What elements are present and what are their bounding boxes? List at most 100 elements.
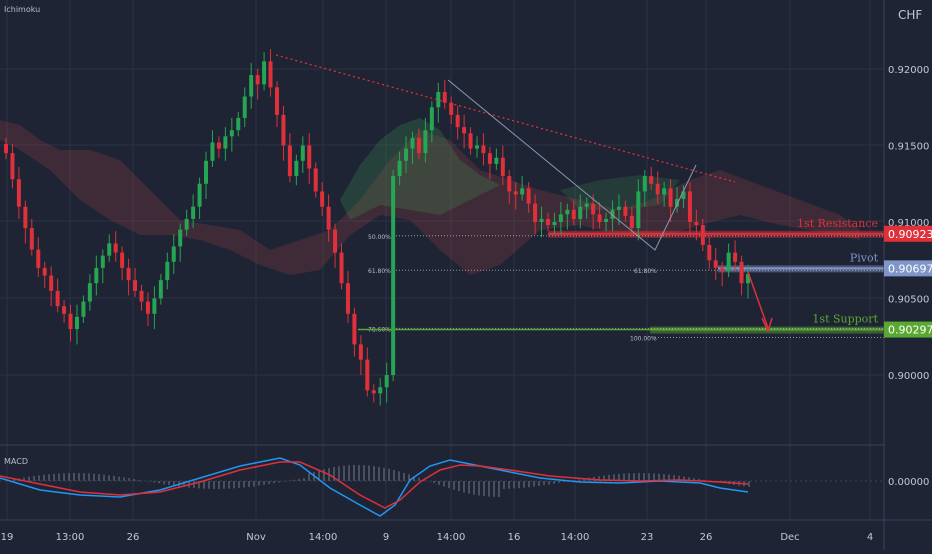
- candle-body: [662, 188, 667, 195]
- candle-body: [42, 267, 47, 276]
- candle-body: [333, 229, 338, 253]
- candle-body: [113, 243, 118, 253]
- candle-body: [442, 91, 447, 103]
- candle-body: [726, 252, 731, 271]
- candle-body: [655, 183, 660, 195]
- price-tick-label: 0.92000: [888, 65, 929, 76]
- candle-body: [558, 214, 563, 222]
- price-tick-label: 0.90500: [888, 295, 929, 306]
- price-badge: [884, 260, 932, 277]
- candle-body: [507, 176, 512, 192]
- candle-body: [216, 142, 221, 149]
- candle-body: [649, 176, 654, 184]
- candle-body: [533, 203, 538, 222]
- candle-body: [81, 301, 86, 317]
- macd-line: [0, 457, 749, 517]
- pattern-lines: [447, 79, 697, 251]
- candle-body: [326, 206, 331, 230]
- macd-zero-label: 0.00000: [888, 477, 929, 488]
- price-badge: [884, 321, 932, 338]
- price-axis[interactable]: 0.92000 0.91500 0.91000 0.90500 0.90000 0.000…: [888, 65, 929, 488]
- candle-body: [539, 218, 544, 222]
- candle-body: [345, 283, 350, 314]
- candle-body: [397, 160, 402, 177]
- candle-body: [675, 199, 680, 207]
- candle-body: [287, 145, 292, 177]
- pivot-line-label: Pivot: [850, 251, 879, 264]
- candle-body: [204, 160, 209, 184]
- time-tick-label: 19: [1, 532, 14, 543]
- candle-body: [249, 75, 254, 97]
- candle-body: [152, 298, 157, 314]
- candle-body: [352, 313, 357, 345]
- candle-body: [307, 145, 312, 169]
- candle-body: [10, 153, 15, 180]
- candle-body: [62, 306, 67, 314]
- candle-body: [358, 344, 363, 360]
- candle-body: [29, 228, 34, 250]
- candle-body: [733, 252, 738, 262]
- time-tick-label: 26: [127, 532, 140, 543]
- candle-body: [171, 246, 176, 262]
- candle-body: [468, 133, 473, 149]
- candle-body: [636, 191, 641, 229]
- indicator-label[interactable]: Ichimoku: [4, 5, 40, 14]
- candle-body: [165, 261, 170, 281]
- candle-body: [100, 255, 105, 268]
- fib-label: 61.80%: [634, 268, 657, 275]
- candle-body: [436, 91, 441, 108]
- candle-body: [378, 387, 383, 394]
- fibonacci-levels: 50.00%61.80%61.80%78.60%100.00%: [358, 234, 884, 343]
- fib-label: 50.00%: [368, 234, 391, 241]
- time-tick-label: 14:00: [309, 532, 338, 543]
- candle-body: [107, 243, 112, 256]
- candle-body: [268, 61, 273, 88]
- macd-signal-line: [0, 461, 749, 509]
- candle-body: [139, 290, 144, 302]
- candle-body: [320, 191, 325, 207]
- fib-label: 100.00%: [630, 336, 657, 343]
- candle-body: [629, 215, 634, 229]
- candle-body: [462, 127, 467, 134]
- candle-body: [262, 61, 267, 85]
- candle-body: [178, 229, 183, 247]
- projection-arrow-head: [761, 317, 773, 334]
- macd-panel: [0, 457, 884, 517]
- candle-body: [274, 87, 279, 115]
- candle-body: [294, 160, 299, 177]
- candle-body: [68, 313, 73, 330]
- candle-body: [126, 267, 131, 281]
- candle-body: [526, 188, 531, 204]
- candle-body: [158, 280, 163, 299]
- grid-lines: [0, 0, 884, 520]
- candle-body: [687, 191, 692, 222]
- macd-label[interactable]: MACD: [4, 457, 28, 466]
- candle-body: [184, 218, 189, 230]
- time-tick-label: 4: [867, 532, 873, 543]
- currency-label: CHF: [898, 8, 922, 22]
- candle-body: [720, 267, 725, 271]
- candle-body: [229, 130, 234, 137]
- candle-body: [365, 359, 370, 391]
- time-tick-label: 14:00: [561, 532, 590, 543]
- candle-body: [94, 267, 99, 284]
- candle-body: [746, 274, 750, 284]
- time-tick-label: Nov: [246, 532, 266, 543]
- support-line-label: 1st Support: [812, 313, 878, 326]
- candle-body: [475, 145, 480, 149]
- time-axis[interactable]: 19 13:00 26 Nov 14:00 9 14:00 16 14:00 23 26 Dec 4: [1, 532, 874, 543]
- price-tick-label: 0.90000: [888, 371, 929, 382]
- candle-body: [416, 137, 421, 154]
- candle-body: [604, 218, 609, 222]
- cloud-bullish: [340, 118, 500, 220]
- candle-body: [191, 206, 196, 219]
- candle-body: [197, 183, 202, 207]
- candle-body: [610, 209, 615, 219]
- candle-body: [487, 153, 492, 164]
- descending-trendline: [275, 54, 736, 183]
- candle-body: [255, 75, 260, 85]
- candle-body: [591, 203, 596, 215]
- candle-body: [571, 209, 576, 219]
